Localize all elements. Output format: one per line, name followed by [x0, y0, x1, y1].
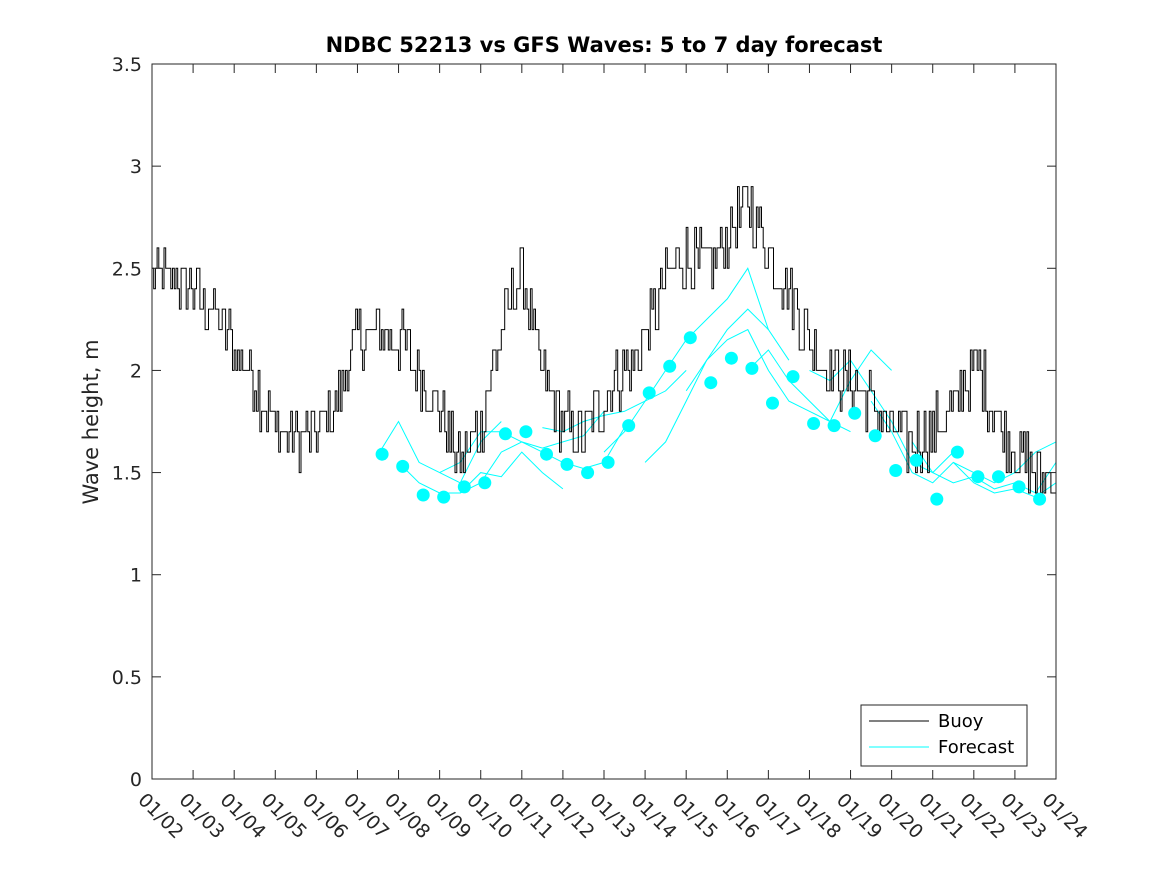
forecast-point: [498, 427, 512, 441]
forecast-point: [786, 370, 800, 384]
x-tick-label: 01/07: [339, 789, 393, 843]
x-tick-label: 01/11: [503, 789, 557, 843]
x-tick-label: 01/23: [996, 789, 1050, 843]
y-tick-label: 3: [130, 156, 142, 178]
forecast-line: [644, 308, 790, 463]
legend-box: [860, 704, 1028, 767]
legend: Buoy Forecast: [860, 704, 1028, 767]
forecast-point: [1033, 492, 1047, 506]
buoy-line-group: [152, 186, 1057, 494]
forecast-point: [478, 476, 492, 490]
x-tick-label: 01/02: [133, 789, 187, 843]
forecast-point: [560, 457, 574, 471]
legend-forecast-label: Forecast: [938, 737, 1014, 758]
forecast-point: [889, 464, 903, 477]
x-tick-label: 01/09: [421, 789, 475, 843]
forecast-point: [519, 425, 533, 439]
x-tick-label: 01/16: [709, 789, 763, 843]
x-tick-label: 01/08: [380, 789, 434, 843]
forecast-markers: [375, 331, 1047, 506]
y-tick-label: 0: [130, 769, 142, 791]
forecast-line: [911, 441, 1057, 494]
x-tick-label: 01/20: [873, 789, 927, 843]
x-tick-label: 01/12: [544, 789, 598, 843]
forecast-point: [704, 376, 718, 390]
forecast-point: [683, 331, 697, 345]
chart-title: NDBC 52213 vs GFS Waves: 5 to 7 day fore…: [326, 33, 883, 57]
forecast-point: [950, 445, 964, 459]
forecast-point: [437, 490, 451, 504]
forecast-line: [542, 370, 687, 433]
forecast-point: [724, 351, 738, 365]
x-tick-label: 01/14: [627, 789, 681, 843]
x-tick-label: 01/22: [955, 789, 1009, 843]
x-tick-label: 01/10: [462, 789, 516, 843]
x-tick-label: 01/19: [832, 789, 886, 843]
forecast-point: [971, 470, 985, 484]
x-tick-label: 01/13: [585, 789, 639, 843]
forecast-point: [930, 492, 944, 506]
forecast-point: [745, 361, 759, 375]
x-tick-label: 01/17: [750, 789, 804, 843]
y-axis-ticks: 0 0.5 1 1.5 2 2.5 3 3.5: [112, 54, 1056, 791]
y-tick-label: 0.5: [112, 667, 142, 689]
forecast-point: [642, 386, 656, 400]
forecast-point: [766, 396, 779, 410]
forecast-point: [396, 459, 410, 473]
y-tick-label: 3.5: [112, 54, 142, 76]
forecast-point: [416, 488, 430, 502]
y-tick-label: 2: [130, 360, 142, 382]
x-tick-label: 01/18: [791, 789, 845, 843]
forecast-line: [747, 349, 892, 423]
x-tick-label: 01/03: [175, 789, 229, 843]
legend-buoy-label: Buoy: [938, 711, 984, 732]
forecast-point: [540, 447, 553, 461]
y-tick-label: 1.5: [112, 463, 142, 485]
x-tick-label: 01/05: [257, 789, 311, 843]
forecast-point: [601, 455, 615, 469]
y-axis-label: Wave height, m: [79, 339, 103, 504]
forecast-point: [581, 466, 595, 480]
forecast-line: [398, 451, 564, 494]
x-tick-label: 01/21: [914, 789, 968, 843]
y-tick-label: 1: [130, 565, 142, 587]
y-tick-label: 2.5: [112, 258, 142, 280]
forecast-point: [909, 453, 923, 467]
forecast-point: [807, 417, 821, 430]
forecast-point: [827, 419, 841, 433]
x-tick-label: 01/06: [298, 789, 352, 843]
forecast-line: [685, 328, 851, 433]
forecast-point: [457, 480, 471, 494]
forecast-point: [375, 447, 389, 461]
forecast-point: [992, 470, 1005, 484]
forecast-point: [848, 406, 862, 420]
forecast-point: [1012, 480, 1026, 494]
forecast-point: [868, 429, 882, 443]
x-tick-label: 01/15: [668, 789, 722, 843]
forecast-point: [622, 419, 636, 433]
x-tick-label: 01/04: [216, 789, 270, 843]
x-tick-label: 01/24: [1037, 789, 1091, 843]
forecast-point: [663, 359, 677, 373]
buoy-line: [152, 186, 1057, 494]
